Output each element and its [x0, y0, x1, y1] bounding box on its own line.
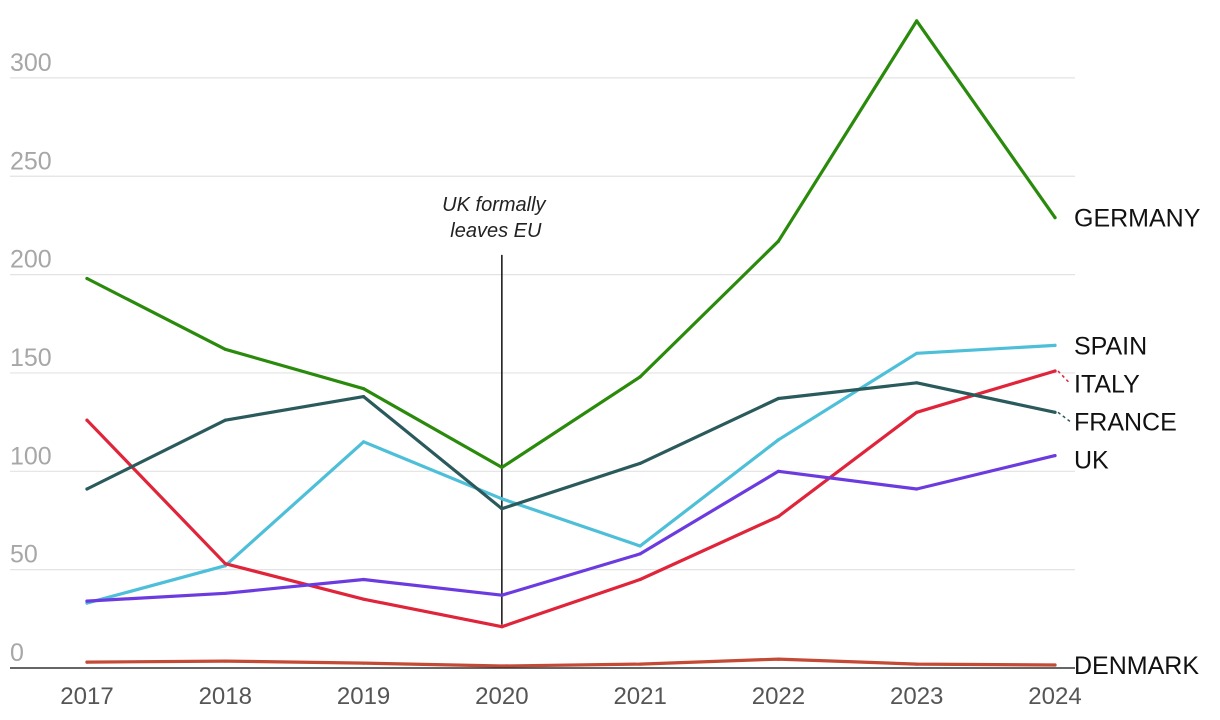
data-point-uk	[362, 577, 366, 582]
data-point-italy	[85, 418, 89, 422]
annotation-text-line1: UK formally	[442, 194, 546, 216]
series-line-france	[85, 381, 1057, 511]
data-point-spain	[638, 544, 642, 548]
series-label-spain: SPAIN	[1074, 332, 1147, 360]
data-point-italy	[776, 514, 781, 519]
data-point-spain	[915, 351, 919, 355]
series-label-france: FRANCE	[1074, 408, 1177, 436]
data-point-france	[500, 507, 504, 511]
data-point-france	[1053, 410, 1057, 414]
data-point-denmark	[223, 659, 227, 663]
series-line-uk	[85, 454, 1057, 603]
data-point-italy	[223, 562, 227, 566]
data-point-spain	[1053, 343, 1057, 347]
data-point-denmark	[500, 664, 504, 668]
x-tick-label: 2022	[752, 683, 805, 710]
series-label-germany: GERMANY	[1074, 205, 1201, 233]
series-label-uk: UK	[1074, 446, 1109, 474]
annotation: UK formally leaves EU	[442, 194, 547, 625]
data-point-germany	[362, 387, 366, 391]
x-tick-label: 2021	[613, 683, 666, 710]
series-labels: GERMANY SPAIN ITALY FRANCE UK DENMARK	[1057, 205, 1201, 680]
data-point-uk	[638, 552, 642, 556]
data-point-germany	[223, 347, 227, 351]
data-point-denmark	[638, 662, 642, 666]
series-line-italy	[85, 369, 1057, 629]
data-point-italy	[362, 597, 366, 601]
data-point-denmark	[915, 662, 919, 666]
data-point-france	[223, 418, 227, 422]
data-point-italy	[915, 410, 919, 414]
data-point-uk	[915, 487, 919, 491]
data-point-france	[776, 396, 781, 401]
data-point-denmark	[85, 660, 89, 664]
data-point-spain	[500, 497, 504, 501]
grid-layer	[10, 77, 1075, 571]
data-point-uk	[85, 599, 89, 603]
data-point-uk	[500, 593, 504, 597]
series-label-italy: ITALY	[1074, 370, 1140, 398]
x-tick-label: 2024	[1028, 683, 1081, 710]
series-line-germany	[85, 19, 1057, 469]
data-point-spain	[362, 440, 366, 444]
data-point-germany	[915, 19, 919, 23]
label-connector-italy	[1057, 370, 1071, 384]
y-tick-label: 150	[10, 344, 52, 372]
data-point-uk	[223, 591, 227, 595]
x-tick-label: 2020	[475, 683, 528, 710]
y-tick-label: 0	[10, 639, 24, 667]
x-tick-label: 2019	[337, 683, 390, 710]
y-tick-label: 100	[10, 442, 52, 470]
x-tick-label: 2017	[60, 683, 113, 710]
data-point-germany	[85, 276, 89, 281]
data-point-italy	[500, 625, 504, 629]
data-point-denmark	[776, 657, 781, 661]
data-point-france	[638, 461, 642, 465]
x-tick-label: 2018	[199, 683, 252, 710]
data-point-germany	[500, 465, 504, 469]
data-point-uk	[1053, 454, 1057, 458]
data-point-uk	[776, 469, 781, 473]
series-line-spain	[85, 343, 1057, 605]
data-point-italy	[1053, 369, 1057, 373]
data-point-france	[915, 381, 919, 385]
y-tick-label: 250	[10, 147, 52, 175]
data-point-denmark	[1053, 663, 1057, 667]
y-tick-label: 50	[10, 541, 38, 569]
y-tick-label: 300	[10, 49, 52, 77]
series-layer	[85, 19, 1057, 668]
series-label-denmark: DENMARK	[1074, 652, 1199, 680]
y-axis-ticks: 0 50 100 150 200 250 300	[10, 49, 52, 667]
data-point-italy	[638, 577, 642, 582]
x-axis-ticks: 2017 2018 2019 2020 2021 2022 2023 2024	[60, 683, 1081, 710]
data-point-france	[362, 395, 366, 399]
annotation-text-line2: leaves EU	[450, 220, 542, 242]
label-connector-france	[1057, 411, 1071, 423]
data-point-germany	[1053, 216, 1057, 220]
data-point-germany	[638, 375, 642, 379]
x-tick-label: 2023	[890, 683, 943, 710]
data-point-germany	[776, 239, 781, 243]
y-tick-label: 200	[10, 246, 52, 274]
data-point-spain	[776, 438, 781, 442]
data-point-france	[85, 487, 89, 491]
series-line-denmark	[85, 657, 1057, 668]
data-point-denmark	[362, 661, 366, 665]
